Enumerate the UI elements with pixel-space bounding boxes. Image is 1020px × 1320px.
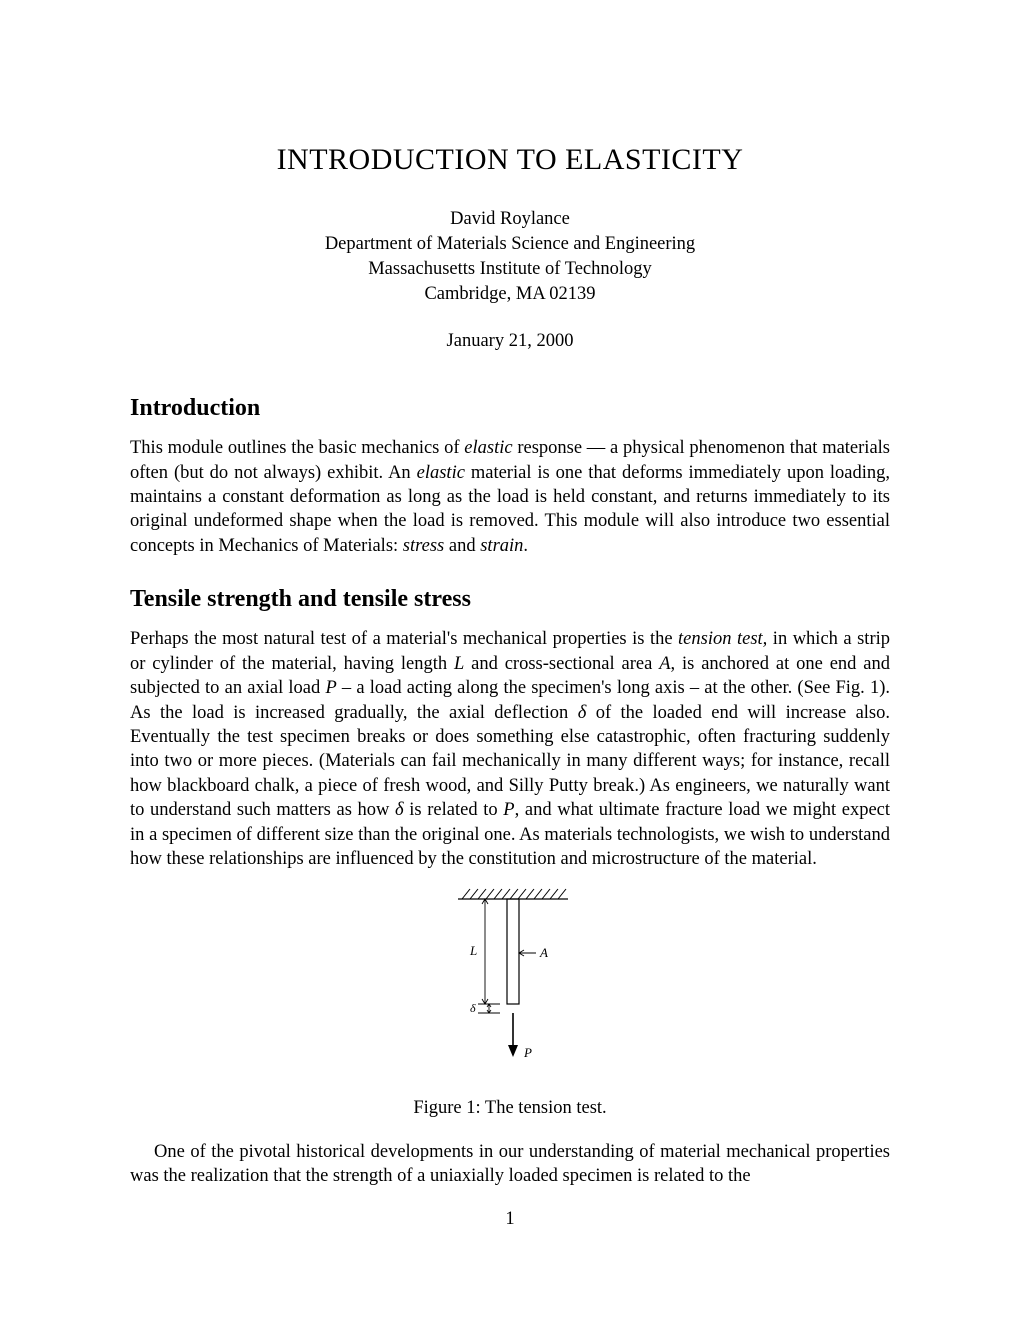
document-date: January 21, 2000 xyxy=(130,329,890,353)
document-title: INTRODUCTION TO ELASTICITY xyxy=(130,140,890,179)
label-A: A xyxy=(539,945,548,960)
tension-test-diagram: L A δ P xyxy=(430,885,590,1065)
intro-paragraph: This module outlines the basic mechanics… xyxy=(130,436,890,558)
page-number: 1 xyxy=(130,1207,890,1231)
tensile-paragraph: Perhaps the most natural test of a mater… xyxy=(130,627,890,871)
author-address: Cambridge, MA 02139 xyxy=(130,282,890,307)
figure-1-caption: Figure 1: The tension test. xyxy=(130,1096,890,1120)
section-heading-introduction: Introduction xyxy=(130,393,890,424)
label-L: L xyxy=(469,943,477,958)
author-name: David Roylance xyxy=(130,207,890,232)
label-delta: δ xyxy=(470,1001,476,1015)
closing-paragraph: One of the pivotal historical developmen… xyxy=(130,1140,890,1189)
document-page: INTRODUCTION TO ELASTICITY David Roylanc… xyxy=(0,0,1020,1291)
author-block: David Roylance Department of Materials S… xyxy=(130,207,890,307)
label-P: P xyxy=(523,1045,532,1060)
author-department: Department of Materials Science and Engi… xyxy=(130,232,890,257)
figure-1: L A δ P xyxy=(130,885,890,1071)
author-institution: Massachusetts Institute of Technology xyxy=(130,257,890,282)
section-heading-tensile: Tensile strength and tensile stress xyxy=(130,584,890,615)
